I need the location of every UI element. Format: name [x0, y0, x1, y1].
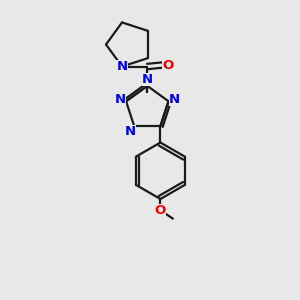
Text: O: O — [155, 204, 166, 217]
Text: O: O — [162, 58, 173, 71]
Text: N: N — [114, 93, 125, 106]
Text: N: N — [125, 125, 136, 138]
Text: N: N — [142, 73, 153, 86]
Text: N: N — [169, 93, 180, 106]
Text: N: N — [116, 60, 128, 73]
